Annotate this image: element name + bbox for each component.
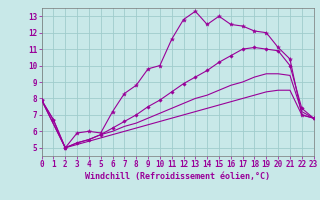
X-axis label: Windchill (Refroidissement éolien,°C): Windchill (Refroidissement éolien,°C) [85, 172, 270, 181]
